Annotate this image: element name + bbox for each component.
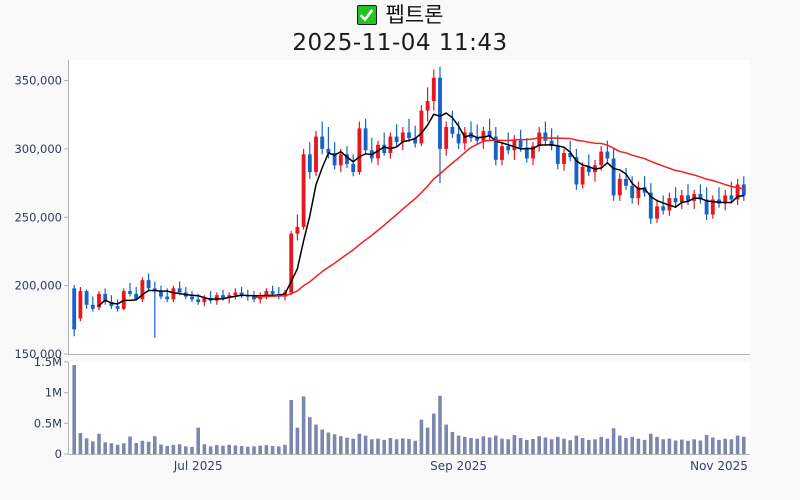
volume-y-tick-label: 1.5M bbox=[34, 355, 62, 369]
price-panel-background bbox=[68, 60, 750, 354]
price-y-tick-label: 300,000 bbox=[14, 142, 62, 156]
candlestick-series bbox=[72, 66, 746, 338]
price-y-tick-label: 350,000 bbox=[14, 74, 62, 88]
volume-y-tick-label: 0.5M bbox=[34, 416, 62, 430]
x-axis-labels: Jul 2025 Sep 2025 Nov 2025 bbox=[173, 459, 748, 473]
page-title: 펩트론 bbox=[385, 2, 444, 27]
price-y-tick-label: 200,000 bbox=[14, 279, 62, 293]
x-tick-label: Nov 2025 bbox=[690, 459, 748, 473]
volume-panel-background bbox=[68, 362, 750, 454]
check-square-green-icon bbox=[356, 5, 377, 25]
price-y-axis-labels: 150,000 200,000 250,000 300,000 350,000 bbox=[14, 74, 68, 361]
volume-y-tick-label: 0 bbox=[55, 447, 62, 461]
x-tick-label: Jul 2025 bbox=[173, 459, 223, 473]
volume-y-tick-label: 1M bbox=[45, 386, 62, 400]
price-y-tick-label: 250,000 bbox=[14, 210, 62, 224]
chart-timestamp: 2025-11-04 11:43 bbox=[292, 30, 508, 56]
moving-average-long-line bbox=[253, 136, 745, 299]
price-y-tick-label: 150,000 bbox=[14, 347, 62, 361]
chart-title-row: 펩트론 bbox=[0, 1, 800, 29]
volume-y-axis-labels: 0 0.5M 1M 1.5M bbox=[34, 355, 68, 461]
volume-bar-series bbox=[72, 365, 746, 454]
moving-average-short-line bbox=[98, 112, 745, 307]
x-tick-label: Sep 2025 bbox=[430, 459, 487, 473]
